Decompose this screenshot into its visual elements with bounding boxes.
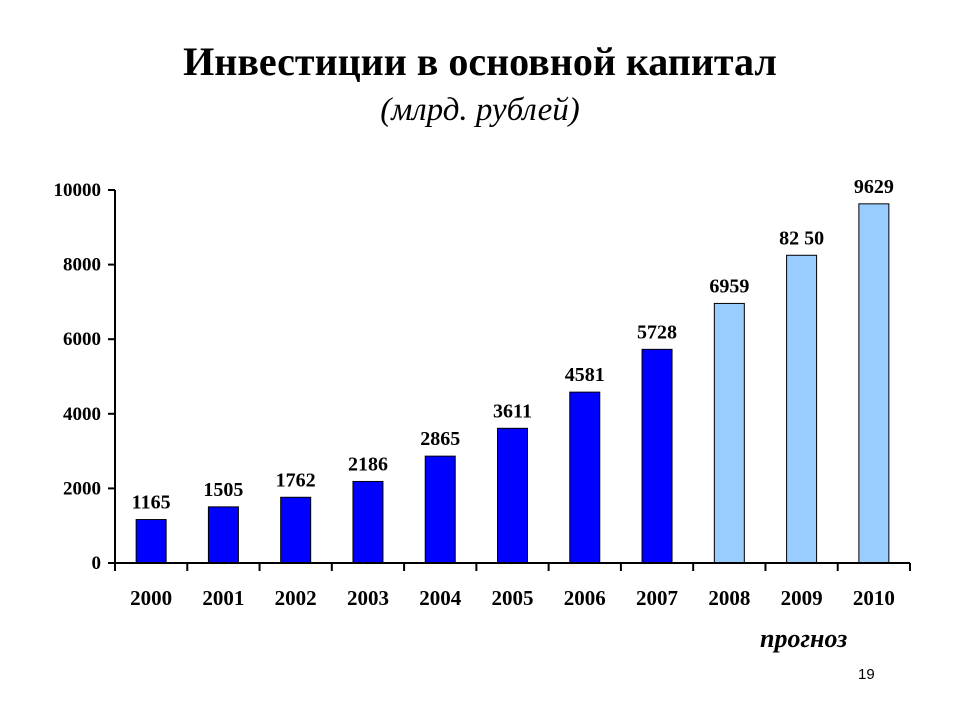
bar-value-label: 1762 [276,469,316,491]
x-tick-label: 2001 [202,586,244,610]
y-tick-label: 8000 [63,255,101,276]
bar-2002 [280,496,312,564]
bar-2008 [713,302,745,564]
y-tick-label: 10000 [54,180,102,201]
bar-value-label: 1165 [132,492,171,514]
forecast-label: прогноз [760,624,848,653]
bar-2003 [352,480,384,564]
x-tick-label: 2007 [636,586,678,610]
y-tick-label: 6000 [63,329,101,350]
bar-value-label: 82 50 [779,227,824,249]
bar-value-label: 2186 [348,453,388,475]
bars-group [135,203,890,564]
bar-value-label: 9629 [854,176,894,198]
x-tick-label: 2002 [275,586,317,610]
bar-2004 [424,455,456,564]
bar-2009 [786,254,818,564]
bar-2006 [569,391,601,564]
y-tick-label: 0 [92,553,102,574]
axes-group [114,190,910,564]
x-tick-label: 2004 [419,586,462,610]
x-ticks-group: 2000 2001 2002 2003 2004 2005 2006 2007 2008 2009… [114,563,911,610]
x-tick-label: 2008 [708,586,750,610]
page-number: 19 [858,666,875,683]
x-tick-label: 2003 [347,586,389,610]
x-tick-label: 2000 [130,586,172,610]
value-labels-group: 1165 1505 1762 2186 2865 3611 4581 5728 6959 82 5… [132,176,894,514]
y-ticks-group: 0 2000 4000 6000 8000 10000 [54,180,115,574]
chart-title: Инвестиции в основной капитал [183,39,777,84]
bar-2010 [858,203,890,564]
chart-subtitle: (млрд. рублей) [380,92,580,128]
x-tick-label: 2009 [781,586,823,610]
y-tick-label: 2000 [63,478,101,499]
bar-2000 [135,519,167,564]
x-tick-label: 2006 [564,586,606,610]
bar-value-label: 2865 [420,428,460,450]
x-tick-label: 2010 [853,586,895,610]
bar-value-label: 4581 [565,364,605,386]
bar-2001 [207,506,239,564]
bar-value-label: 6959 [709,275,749,297]
bar-value-label: 1505 [203,479,243,501]
bar-value-label: 5728 [637,321,677,343]
y-tick-label: 4000 [63,404,101,425]
bar-value-label: 3611 [493,400,532,422]
bar-2005 [497,427,528,564]
bar-2007 [641,348,673,564]
x-tick-label: 2005 [492,586,534,610]
